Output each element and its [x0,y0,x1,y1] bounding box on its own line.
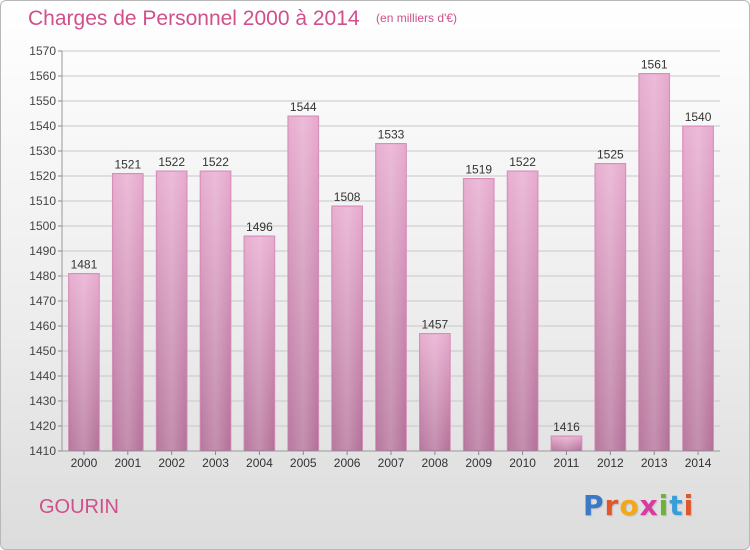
bar-highlight [201,172,230,450]
x-tick-label: 2000 [71,456,98,470]
bars: 1481 1521 1522 1522 1496 1544 1508 1533 1457 1519… [68,58,714,452]
logo-letter: i [683,489,695,522]
bar-value-label: 1457 [422,318,449,332]
city-name: GOURIN [39,496,119,518]
x-tick-label: 2005 [290,456,317,470]
y-tick-label: 1510 [29,194,56,208]
bar-value-label: 1533 [378,128,405,142]
bar-value-label: 1481 [71,258,98,272]
bar-value-label: 1522 [509,155,536,169]
bar-highlight [376,144,406,450]
y-tick-label: 1530 [29,144,56,158]
y-tick-label: 1420 [29,419,56,433]
chart-title: Charges de Personnel 2000 à 2014 [28,7,360,30]
y-axis-ticks: 1410 1420 1430 1440 1450 1460 1470 1480 1490 1500… [29,44,62,458]
bar-value-label: 1496 [246,220,273,234]
x-tick-label: 2011 [554,456,580,470]
bar-value-label: 1522 [202,155,229,169]
y-tick-label: 1560 [29,69,56,83]
y-tick-label: 1490 [29,244,56,258]
bar-highlight [464,179,494,450]
logo-letter: i [658,489,670,522]
y-tick-label: 1570 [29,44,56,58]
bar-highlight [332,207,362,450]
bar-highlight [508,172,537,450]
logo-letter: P [583,489,605,522]
bar-highlight [245,237,274,450]
bar-value-label: 1522 [158,155,185,169]
x-tick-label: 2004 [246,456,273,470]
proxiti-logo: Proxiti [583,489,694,522]
y-tick-label: 1480 [29,269,56,283]
y-tick-label: 1500 [29,219,56,233]
x-tick-label: 2006 [334,456,361,470]
bar-highlight [639,74,669,450]
logo-letter: t [669,489,684,522]
chart-unit-note: (en milliers d'€) [376,11,458,25]
bar-value-label: 1519 [465,163,492,177]
bar-highlight [69,274,99,450]
bar-value-label: 1544 [290,100,317,114]
logo-letter: r [604,489,620,522]
x-tick-label: 2002 [158,456,185,470]
y-tick-label: 1430 [29,394,56,408]
x-tick-label: 2003 [202,456,229,470]
y-tick-label: 1550 [29,94,56,108]
x-tick-label: 2008 [422,456,449,470]
x-tick-label: 2007 [378,456,405,470]
bar-value-label: 1525 [597,148,624,162]
y-tick-label: 1450 [29,344,56,358]
bar-value-label: 1521 [114,158,141,172]
x-tick-label: 2012 [597,456,624,470]
x-tick-label: 2014 [685,456,712,470]
bar-highlight [157,172,187,450]
x-tick-label: 2001 [114,456,141,470]
bar-highlight [683,127,713,450]
title-row: Charges de Personnel 2000 à 2014 (en mil… [28,7,457,31]
bar-highlight [288,117,318,450]
x-tick-label: 2009 [465,456,492,470]
logo-letter: x [639,489,659,522]
y-tick-label: 1460 [29,319,56,333]
y-tick-label: 1470 [29,294,56,308]
y-tick-label: 1540 [29,119,56,133]
axes [61,51,720,452]
bar-value-label: 1416 [553,420,580,434]
bar-highlight [113,174,143,450]
x-tick-label: 2010 [509,456,536,470]
bar-highlight [552,437,581,450]
y-tick-label: 1520 [29,169,56,183]
x-axis-ticks: 2000 2001 2002 2003 2004 2005 2006 2007 2008 2009… [71,451,712,470]
x-tick-label: 2013 [641,456,668,470]
logo-letter: o [619,489,640,522]
bar-highlight [420,334,450,450]
bar-highlight [595,164,625,450]
y-tick-label: 1410 [29,444,56,458]
bar-value-label: 1508 [334,190,361,204]
bar-value-label: 1540 [685,110,712,124]
y-tick-label: 1440 [29,369,56,383]
bar-value-label: 1561 [641,58,668,72]
